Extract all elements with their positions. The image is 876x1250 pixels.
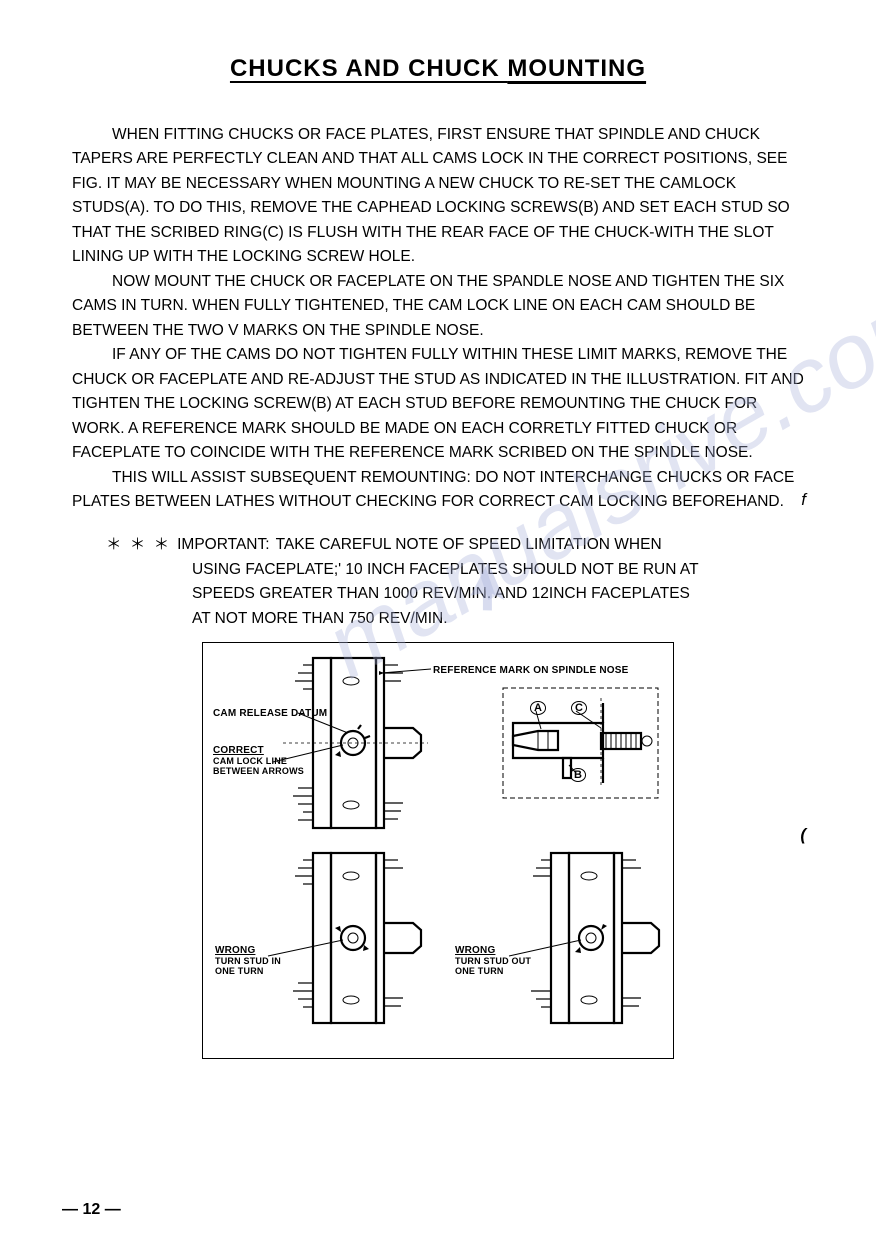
- important-line2: USING FACEPLATE;' 10 INCH FACEPLATES SHO…: [192, 558, 804, 583]
- title-part2: MOUNTING: [507, 55, 646, 82]
- page-title: CHUCKS AND CHUCK MOUNTING: [72, 55, 804, 83]
- side-mark-2: (: [800, 825, 806, 845]
- important-line3: SPEEDS GREATER THAN 1000 REV/MIN. AND 12…: [192, 582, 804, 607]
- figure-svg: [203, 643, 673, 1058]
- page-number: — 12 —: [62, 1201, 121, 1219]
- paragraph-2: NOW MOUNT THE CHUCK OR FACEPLATE ON THE …: [72, 270, 804, 343]
- important-block: ＊ ＊ ＊ IMPORTANT: TAKE CAREFUL NOTE OF SP…: [106, 533, 804, 632]
- paragraph-3: IF ANY OF THE CAMS DO NOT TIGHTEN FULLY …: [72, 343, 804, 465]
- side-mark-1: f: [801, 490, 806, 510]
- important-label: IMPORTANT:: [177, 533, 269, 558]
- figure-frame: REFERENCE MARK ON SPINDLE NOSE CAM RELEA…: [202, 642, 674, 1059]
- important-line1: TAKE CAREFUL NOTE OF SPEED LIMITATION WH…: [276, 533, 662, 558]
- stars: ＊ ＊ ＊: [106, 533, 171, 558]
- title-part1: CHUCKS AND CHUCK: [230, 55, 507, 82]
- important-line4: AT NOT MORE THAN 750 REV/MIN.: [192, 607, 804, 632]
- paragraph-1: WHEN FITTING CHUCKS OR FACE PLATES, FIRS…: [72, 123, 804, 270]
- paragraph-4: THIS WILL ASSIST SUBSEQUENT REMOUNTING: …: [72, 466, 804, 515]
- body-text: WHEN FITTING CHUCKS OR FACE PLATES, FIRS…: [72, 123, 804, 515]
